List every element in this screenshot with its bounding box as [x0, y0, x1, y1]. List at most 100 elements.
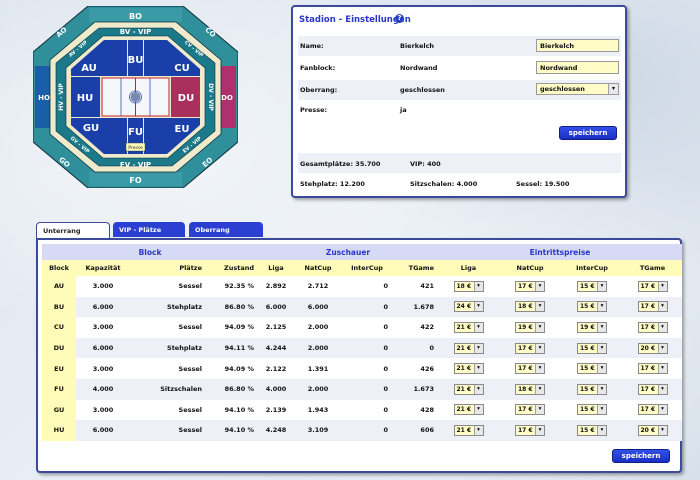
price-intercup-select[interactable]: 15 € ▾	[577, 301, 607, 313]
sector-label-fv-vip: FV - VIP	[120, 161, 151, 169]
table-save-button[interactable]: speichern	[612, 449, 670, 463]
chevron-down-icon: ▾	[657, 405, 667, 415]
fanblock-input[interactable]: Nordwand	[536, 61, 619, 74]
presse-label-text: Presse:	[300, 106, 328, 114]
price-tgame-select[interactable]: 17 € ▾	[637, 280, 668, 292]
price-natcup-select[interactable]: 19 € ▾	[515, 321, 545, 333]
sector-fo[interactable]	[89, 172, 182, 186]
table-row: FU 4.000 Sitzschalen 86.80 % 4.000 2.000 0 1.67…	[42, 378, 682, 400]
setting-row-oberrang: Oberrang: geschlossen geschlossen ▾	[298, 80, 621, 100]
price-intercup-select[interactable]: 15 € ▾	[577, 404, 607, 416]
kapazitaet-cell: 6.000	[76, 337, 130, 359]
price-tgame-select[interactable]: 17 € ▾	[637, 404, 668, 416]
plaetze-cell: Sessel	[130, 358, 206, 379]
zuschauer-liga-cell: 2.125	[258, 317, 294, 338]
price-natcup-select[interactable]: 18 € ▾	[515, 383, 545, 395]
price-tgame-select[interactable]: 17 € ▾	[637, 301, 668, 313]
price-value: 17 €	[640, 282, 656, 290]
chevron-down-icon: ▾	[535, 281, 544, 291]
price-liga-select[interactable]: 21 € ▾	[453, 404, 484, 416]
price-natcup-select[interactable]: 17 € ▾	[515, 424, 545, 436]
price-natcup-select[interactable]: 18 € ▾	[515, 301, 545, 313]
sector-au[interactable]	[71, 40, 127, 76]
zuschauer-intercup-cell: 0	[342, 399, 392, 421]
tab-unterrang[interactable]: Unterrang	[36, 222, 110, 239]
plaetze-cell: Sessel	[130, 276, 206, 297]
zustand-cell: 94.11 %	[206, 337, 258, 359]
price-value: 19 €	[518, 323, 533, 331]
price-tgame-select[interactable]: 17 € ▾	[637, 321, 668, 333]
price-intercup-select[interactable]: 19 € ▾	[577, 321, 607, 333]
price-cell: 17 € ▾	[499, 420, 561, 441]
price-natcup-select[interactable]: 17 € ▾	[515, 342, 545, 354]
price-natcup-select[interactable]: 17 € ▾	[515, 280, 545, 292]
tab-vip-plaetze[interactable]: VIP - Plätze	[113, 222, 185, 237]
price-cell: 21 € ▾	[438, 378, 499, 400]
price-tgame-select[interactable]: 17 € ▾	[637, 383, 668, 395]
price-tgame-select[interactable]: 20 € ▾	[637, 342, 668, 354]
tab-oberrang[interactable]: Oberrang	[189, 222, 263, 237]
price-intercup-select[interactable]: 15 € ▾	[577, 424, 607, 436]
oberrang-select[interactable]: geschlossen ▾	[536, 83, 619, 95]
zuschauer-tgame-cell: 1.678	[392, 296, 438, 318]
name-input[interactable]: Bierkelch	[536, 39, 619, 52]
col-z-liga: Liga	[258, 260, 294, 276]
sector-cu[interactable]	[144, 40, 200, 76]
plaetze-cell: Sessel	[130, 420, 206, 441]
price-intercup-select[interactable]: 15 € ▾	[577, 363, 607, 375]
price-value: 17 €	[518, 365, 533, 373]
price-intercup-select[interactable]: 15 € ▾	[577, 342, 607, 354]
chevron-down-icon: ▾	[657, 384, 667, 394]
price-cell: 17 € ▾	[623, 296, 682, 318]
zuschauer-tgame-cell: 428	[392, 399, 438, 421]
chevron-down-icon: ▾	[473, 405, 483, 415]
group-zuschauer: Zuschauer	[258, 244, 438, 260]
kapazitaet-cell: 3.000	[76, 358, 130, 379]
sector-ho[interactable]	[35, 66, 53, 128]
price-liga-select[interactable]: 21 € ▾	[453, 424, 484, 436]
sector-bo[interactable]	[89, 8, 182, 22]
price-value: 21 €	[456, 406, 472, 414]
sector-gu[interactable]	[71, 118, 127, 154]
sector-eu[interactable]	[144, 118, 200, 154]
chevron-down-icon: ▾	[597, 281, 606, 291]
price-value: 17 €	[518, 426, 533, 434]
help-icon[interactable]: ?	[395, 14, 404, 23]
sector-du[interactable]	[171, 77, 200, 117]
price-cell: 21 € ▾	[438, 337, 499, 359]
sector-label-dv-vip: DV - VIP	[207, 83, 214, 111]
price-liga-select[interactable]: 21 € ▾	[453, 321, 484, 333]
price-liga-select[interactable]: 24 € ▾	[453, 301, 484, 313]
chevron-down-icon: ▾	[473, 343, 483, 353]
price-natcup-select[interactable]: 17 € ▾	[515, 363, 545, 375]
zuschauer-intercup-cell: 0	[342, 276, 392, 297]
oberrang-label: Oberrang:	[300, 86, 338, 94]
price-liga-select[interactable]: 21 € ▾	[453, 383, 484, 395]
price-value: 15 €	[580, 406, 595, 414]
price-tgame-select[interactable]: 17 € ▾	[637, 363, 668, 375]
price-tgame-select[interactable]: 20 € ▾	[637, 424, 668, 436]
price-cell: 15 € ▾	[561, 378, 623, 400]
price-intercup-select[interactable]: 15 € ▾	[577, 383, 607, 395]
settings-save-button[interactable]: speichern	[559, 126, 617, 140]
price-intercup-select[interactable]: 15 € ▾	[577, 280, 607, 292]
price-cell: 20 € ▾	[623, 420, 682, 441]
price-natcup-select[interactable]: 17 € ▾	[515, 404, 545, 416]
chevron-down-icon: ▾	[597, 364, 606, 374]
kapazitaet-cell: 3.000	[76, 317, 130, 338]
price-value: 21 €	[456, 344, 472, 352]
chevron-down-icon: ▾	[657, 322, 667, 332]
price-cell: 21 € ▾	[438, 399, 499, 421]
block-cell: DU	[42, 337, 76, 359]
price-liga-select[interactable]: 21 € ▾	[453, 342, 484, 354]
sector-bu[interactable]	[128, 40, 143, 76]
price-liga-select[interactable]: 21 € ▾	[453, 363, 484, 375]
price-liga-select[interactable]: 18 € ▾	[453, 280, 484, 292]
sector-do[interactable]	[218, 66, 236, 128]
sector-hu[interactable]	[71, 77, 100, 117]
price-cell: 21 € ▾	[438, 358, 499, 379]
zuschauer-natcup-cell: 1.391	[294, 358, 342, 379]
sector-label-fu: FU	[128, 127, 143, 138]
chevron-down-icon: ▾	[657, 425, 667, 435]
sector-label-eu: EU	[175, 124, 190, 135]
